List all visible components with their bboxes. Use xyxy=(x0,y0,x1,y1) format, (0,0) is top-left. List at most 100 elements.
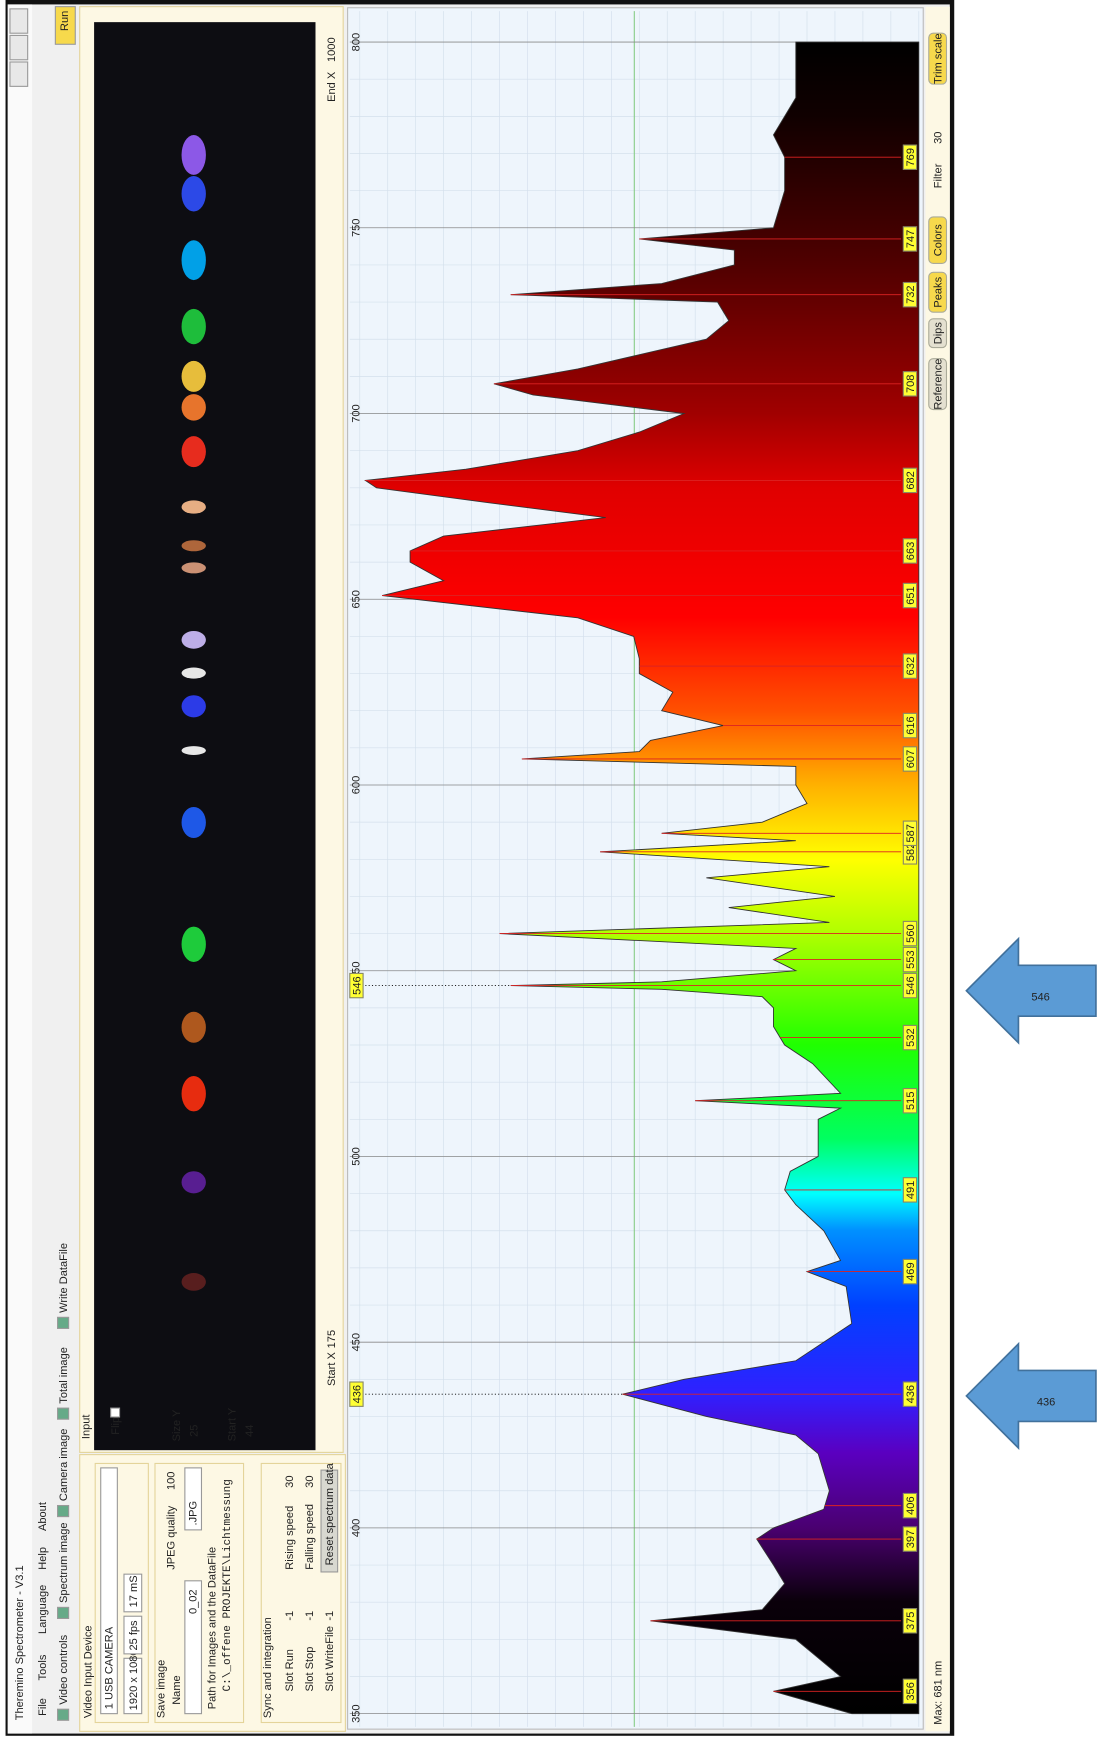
trim-button[interactable] xyxy=(928,32,948,85)
field-label: JPEG quality xyxy=(166,1505,178,1569)
spectrum-band xyxy=(181,1273,206,1291)
spectrum-area xyxy=(364,41,920,1715)
toolbar-button[interactable]: Spectrum image xyxy=(58,1522,70,1603)
peak-label-box xyxy=(902,467,918,494)
menu-item[interactable]: Language xyxy=(37,1585,49,1634)
marker-label-box xyxy=(349,972,364,999)
status-button-label[interactable]: Peaks xyxy=(933,276,945,307)
peak-label: 632 xyxy=(905,657,917,675)
toolbar-button[interactable]: Camera image xyxy=(58,1429,70,1502)
toolbar-button[interactable]: Total image xyxy=(58,1347,70,1404)
group-box xyxy=(94,1462,149,1724)
peak-label-box xyxy=(902,1177,918,1203)
group-box xyxy=(154,1462,245,1724)
field-label: Size Y xyxy=(171,1409,183,1441)
device-name: 1 USB CAMERA xyxy=(104,1626,116,1709)
peak-label: 469 xyxy=(905,1262,917,1280)
speed-label: Rising speed xyxy=(284,1506,296,1570)
peak-label-box xyxy=(902,1381,918,1407)
fps-field[interactable] xyxy=(123,1615,143,1655)
device-select[interactable] xyxy=(100,1467,118,1715)
field-label: Start X xyxy=(326,1352,338,1386)
menu-item[interactable]: Tools xyxy=(37,1654,49,1680)
format: .JPG xyxy=(188,1501,200,1526)
status-button[interactable] xyxy=(928,216,948,265)
spectrum-band xyxy=(181,500,206,514)
trim-label[interactable]: Trim scale xyxy=(933,33,945,84)
format-select[interactable] xyxy=(184,1467,203,1531)
status-button-label[interactable]: Colors xyxy=(933,224,945,256)
peak-label-box xyxy=(902,226,918,252)
spectrum-band xyxy=(181,1171,206,1194)
peak-label: 682 xyxy=(905,471,917,489)
menu-item[interactable]: File xyxy=(37,1698,49,1716)
peak-label-box xyxy=(902,1088,918,1114)
field-label: Path for Images and the DataFile xyxy=(206,1547,218,1709)
spectrum-band xyxy=(181,1076,206,1112)
peak-label-box xyxy=(902,371,918,397)
menu-item[interactable]: Help xyxy=(37,1547,49,1570)
group-box xyxy=(260,1462,342,1724)
x-tick-label: 350 xyxy=(350,1704,362,1722)
peak-label-box xyxy=(902,144,918,170)
exposure-field[interactable] xyxy=(123,1573,143,1613)
menu-item[interactable]: About xyxy=(37,1502,49,1531)
toolbar-icon xyxy=(57,1606,70,1619)
app-window: Theremino Spectrometer - V3.1 File Tools La… xyxy=(5,0,955,1736)
marker-label: 546 xyxy=(351,976,363,994)
field-value: 30 xyxy=(933,132,945,144)
peak-label: 375 xyxy=(905,1612,917,1630)
status-button[interactable] xyxy=(928,358,948,411)
status-button-label[interactable]: Dips xyxy=(933,322,945,345)
toolbar-button[interactable]: Video controls xyxy=(58,1634,70,1704)
minimize-button[interactable] xyxy=(9,61,29,87)
field-value: 44 xyxy=(244,1425,256,1437)
x-tick-label: 700 xyxy=(350,404,362,422)
peak-label-box xyxy=(902,920,918,947)
group-title: Sync and integration xyxy=(262,1617,274,1718)
x-tick-label: 800 xyxy=(350,33,362,51)
peak-label: 546 xyxy=(905,976,917,994)
close-button[interactable] xyxy=(9,8,29,34)
title-bar xyxy=(7,4,33,1734)
peak-label-box xyxy=(902,1526,918,1552)
resolution: 1920 x 1080 xyxy=(128,1649,140,1710)
callout-label: 436 xyxy=(1037,1396,1055,1408)
name-field[interactable] xyxy=(184,1580,203,1715)
peak-label: 436 xyxy=(905,1385,917,1403)
run-button[interactable] xyxy=(54,6,76,45)
peak-label: 532 xyxy=(905,1028,917,1046)
spectrum-band xyxy=(181,308,206,345)
maximize-button[interactable] xyxy=(9,34,29,61)
peak-label: 515 xyxy=(905,1091,917,1109)
toolbar-icon xyxy=(57,1708,70,1721)
group-title: Video Input Device xyxy=(82,1625,94,1718)
jpeg-quality: 100 xyxy=(166,1472,178,1490)
path: C:\_offene PROJEKTE\Lichtmessung xyxy=(222,1479,234,1691)
resolution-field[interactable] xyxy=(123,1657,143,1715)
fps: 25 fps xyxy=(128,1620,140,1651)
peak-label: 397 xyxy=(905,1530,917,1548)
status-button[interactable] xyxy=(928,271,948,313)
callout-label: 546 xyxy=(1031,991,1049,1003)
slot-label: Slot WriteFile xyxy=(324,1626,336,1692)
run-label[interactable]: Run xyxy=(59,11,71,31)
marker-label: 436 xyxy=(351,1385,363,1403)
marker-label-box xyxy=(349,1381,364,1407)
toolbar-button[interactable]: Write DataFile xyxy=(58,1243,70,1313)
x-tick-label: 600 xyxy=(350,776,362,794)
peak-label: 732 xyxy=(905,285,917,303)
reset-label[interactable]: Reset spectrum data xyxy=(324,1462,336,1565)
peak-label-box xyxy=(902,653,918,679)
slot-label: Slot Run xyxy=(284,1649,296,1691)
flip-checkbox[interactable] xyxy=(110,1407,121,1418)
status-button-label[interactable]: Reference xyxy=(933,359,945,410)
peak-label: 406 xyxy=(905,1496,917,1514)
camera-strip xyxy=(94,22,316,1451)
x-tick-label: 750 xyxy=(350,219,362,237)
peak-label: 553 xyxy=(905,950,917,968)
x-tick-label: 500 xyxy=(350,1147,362,1165)
status-button[interactable] xyxy=(928,318,948,349)
reset-button[interactable] xyxy=(320,1469,339,1573)
